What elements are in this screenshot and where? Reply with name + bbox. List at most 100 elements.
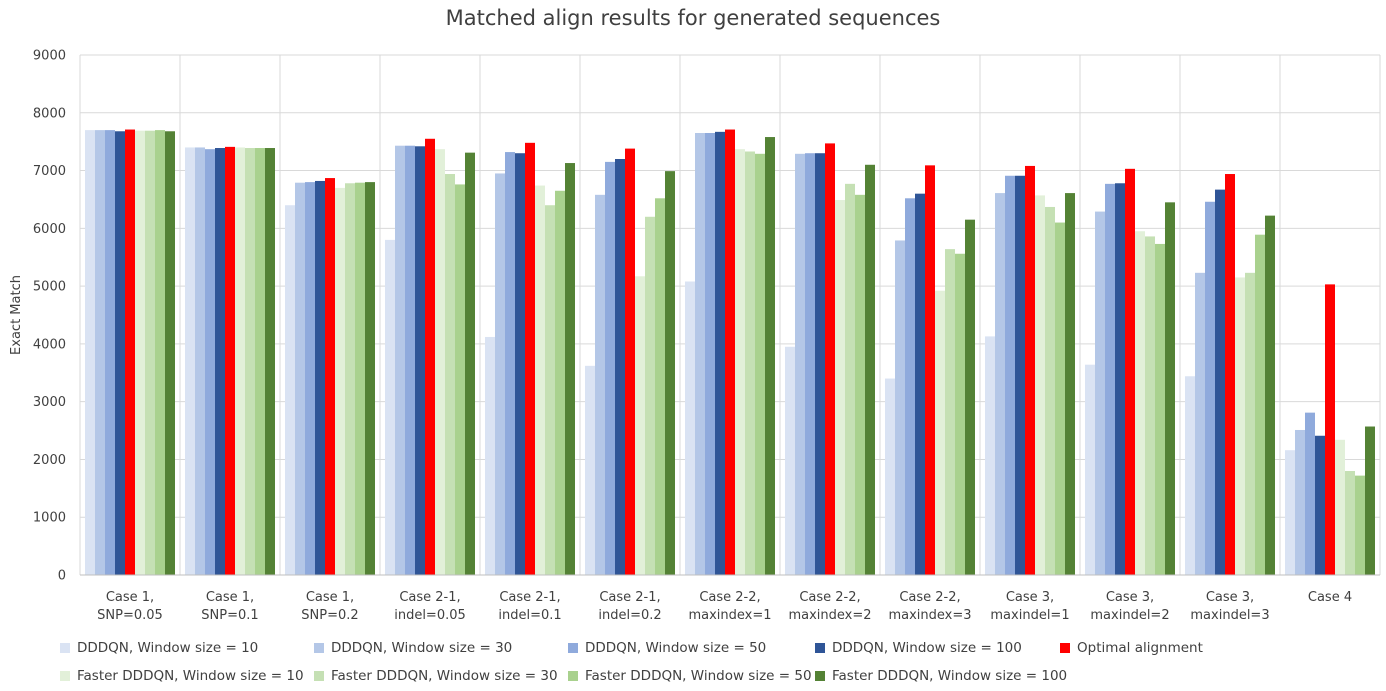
- bar: [1355, 475, 1365, 575]
- bar: [225, 146, 235, 575]
- bar: [825, 143, 835, 575]
- bar: [995, 193, 1005, 576]
- bar: [705, 133, 715, 575]
- bar: [725, 129, 735, 576]
- y-tick-label: 0: [58, 569, 66, 584]
- bar: [985, 336, 995, 575]
- bar: [1285, 450, 1295, 575]
- bar: [525, 142, 535, 576]
- bar: [1325, 284, 1335, 575]
- bar: [555, 190, 565, 575]
- x-tick-label: maxindex=3: [888, 608, 971, 623]
- bar: [285, 205, 295, 575]
- legend-swatch: [60, 671, 70, 681]
- x-tick-label: SNP=0.2: [301, 608, 358, 623]
- bar: [295, 182, 305, 575]
- bar: [385, 239, 395, 575]
- y-axis-title: Exact Match: [9, 275, 24, 355]
- bar: [715, 131, 725, 575]
- bar: [615, 159, 625, 575]
- bar: [325, 178, 335, 576]
- bar: [605, 161, 615, 575]
- bar: [845, 183, 855, 575]
- bar: [1315, 435, 1325, 575]
- bar: [545, 205, 555, 575]
- y-tick-label: 3000: [33, 395, 66, 410]
- bar: [1035, 195, 1045, 575]
- bar: [305, 182, 315, 575]
- bar: [1235, 277, 1245, 575]
- x-tick-label: Case 2-2,: [899, 590, 960, 605]
- legend-label: DDDQN, Window size = 50: [585, 640, 767, 656]
- legend-label: DDDQN, Window size = 100: [832, 640, 1022, 656]
- legend-item: Faster DDDQN, Window size = 10: [60, 668, 304, 684]
- bar: [1245, 272, 1255, 575]
- y-tick-label: 4000: [33, 337, 66, 352]
- legend-item: DDDQN, Window size = 50: [568, 640, 766, 656]
- bar: [185, 147, 195, 575]
- bar: [685, 281, 695, 575]
- bar: [1185, 376, 1195, 575]
- bar: [235, 147, 245, 575]
- bar: [1295, 429, 1305, 575]
- x-tick-label: Case 1,: [306, 590, 354, 605]
- bar: [155, 130, 165, 575]
- legend-label: DDDQN, Window size = 30: [331, 640, 513, 656]
- legend-swatch: [815, 671, 825, 681]
- bars: [85, 129, 1375, 576]
- legend-item: DDDQN, Window size = 10: [60, 640, 258, 656]
- bar: [955, 253, 965, 575]
- bar: [435, 149, 445, 575]
- bar: [805, 153, 815, 575]
- bar: [865, 164, 875, 575]
- bar: [1105, 183, 1115, 575]
- x-tick-label: indel=0.05: [394, 608, 466, 623]
- bar: [205, 149, 215, 575]
- x-tick-label: Case 2-1,: [399, 590, 460, 605]
- legend-item: Faster DDDQN, Window size = 30: [314, 668, 558, 684]
- bar: [145, 130, 155, 575]
- bar: [925, 165, 935, 575]
- bar: [735, 149, 745, 575]
- legend-item: Faster DDDQN, Window size = 50: [568, 668, 812, 684]
- bar: [1015, 175, 1025, 575]
- bar: [355, 182, 365, 575]
- bar: [855, 194, 865, 576]
- bar: [85, 130, 95, 575]
- bar: [505, 152, 515, 576]
- bar: [785, 346, 795, 575]
- x-tick-label: Case 3,: [1106, 590, 1154, 605]
- bar: [1065, 193, 1075, 576]
- y-tick-label: 8000: [33, 106, 66, 121]
- bar: [485, 336, 495, 575]
- bar: [1335, 439, 1345, 575]
- bar: [1125, 168, 1135, 576]
- legend-swatch: [568, 671, 578, 681]
- bar: [655, 198, 665, 576]
- bar: [215, 148, 225, 575]
- bar: [765, 137, 775, 576]
- legend-label: Optimal alignment: [1077, 640, 1203, 656]
- x-tick-label: maxindex=1: [688, 608, 771, 623]
- bar: [345, 183, 355, 575]
- bar: [585, 365, 595, 575]
- bar: [1265, 215, 1275, 575]
- bar: [1345, 471, 1355, 575]
- bar: [165, 131, 175, 575]
- bar: [495, 173, 505, 575]
- bar: [815, 153, 825, 575]
- legend-swatch: [60, 643, 70, 653]
- legend-item: Optimal alignment: [1060, 640, 1203, 656]
- y-tick-label: 5000: [33, 280, 66, 295]
- bar: [1135, 231, 1145, 575]
- bar: [595, 194, 605, 576]
- bar: [115, 131, 125, 575]
- legend-item: DDDQN, Window size = 100: [815, 640, 1022, 656]
- bar: [1115, 183, 1125, 575]
- bar: [905, 198, 915, 576]
- bar: [1305, 412, 1315, 575]
- bar: [1045, 206, 1055, 575]
- x-tick-label: Case 3,: [1006, 590, 1054, 605]
- bar: [1025, 165, 1035, 575]
- bar: [1195, 272, 1205, 575]
